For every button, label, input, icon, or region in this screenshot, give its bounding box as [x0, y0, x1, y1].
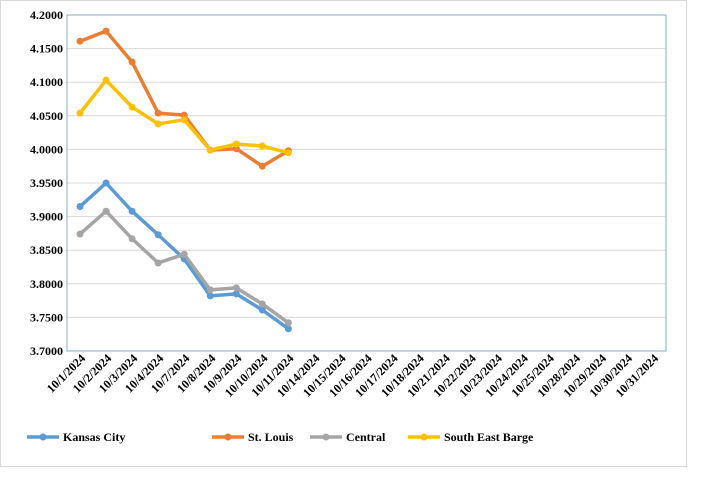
series-point: [102, 207, 110, 215]
series-point: [258, 162, 266, 170]
series-point: [102, 27, 110, 35]
series-point: [128, 235, 136, 243]
y-tick-label: 3.7500: [30, 310, 63, 324]
y-tick-label: 3.9500: [30, 176, 63, 190]
legend-marker: [39, 433, 47, 441]
series-point: [284, 319, 292, 327]
series-point: [76, 203, 84, 211]
legend-marker: [322, 433, 330, 441]
y-tick-label: 3.8500: [30, 243, 63, 257]
y-tick-label: 3.9000: [30, 210, 63, 224]
series-point: [180, 250, 188, 258]
legend-label: Central: [346, 430, 386, 444]
y-tick-label: 3.7000: [30, 344, 63, 358]
series-point: [206, 292, 214, 300]
series-point: [128, 207, 136, 215]
series-point: [154, 120, 162, 128]
y-tick-label: 4.1500: [30, 42, 63, 56]
series-point: [232, 284, 240, 292]
y-tick-label: 3.8000: [30, 277, 63, 291]
legend-label: St. Louis: [248, 430, 294, 444]
series-point: [206, 286, 214, 294]
series-point: [258, 306, 266, 314]
plot-border: [66, 14, 667, 352]
series-point: [180, 116, 188, 124]
y-tick-label: 4.2000: [30, 8, 63, 22]
series-point: [76, 109, 84, 117]
series-point: [128, 58, 136, 66]
series-point: [258, 142, 266, 150]
series-point: [284, 149, 292, 157]
series-point: [102, 76, 110, 84]
series-point: [76, 230, 84, 238]
series-point: [258, 300, 266, 308]
chart-border: [0, 0, 687, 467]
series-point: [102, 179, 110, 187]
y-tick-label: 4.1000: [30, 75, 63, 89]
series-point: [154, 109, 162, 117]
series-point: [232, 140, 240, 148]
legend-marker: [420, 433, 428, 441]
y-tick-label: 4.0000: [30, 142, 63, 156]
series-point: [154, 231, 162, 239]
legend-label: Kansas City: [63, 430, 125, 444]
series-point: [206, 146, 214, 154]
y-tick-label: 4.0500: [30, 109, 63, 123]
legend-label: South East Barge: [444, 430, 534, 444]
series-point: [128, 103, 136, 111]
series-point: [232, 290, 240, 298]
series-point: [76, 37, 84, 45]
series-point: [284, 325, 292, 333]
series-point: [154, 259, 162, 267]
legend-marker: [224, 433, 232, 441]
